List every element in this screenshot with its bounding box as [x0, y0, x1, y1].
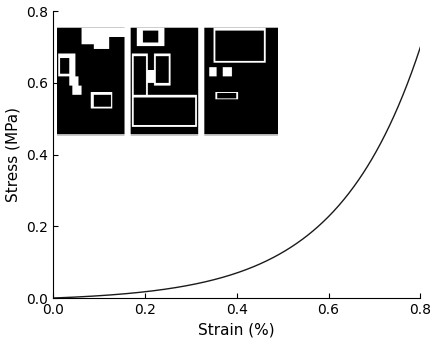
- X-axis label: Strain (%): Strain (%): [198, 322, 275, 338]
- Y-axis label: Stress (MPa): Stress (MPa): [6, 107, 21, 202]
